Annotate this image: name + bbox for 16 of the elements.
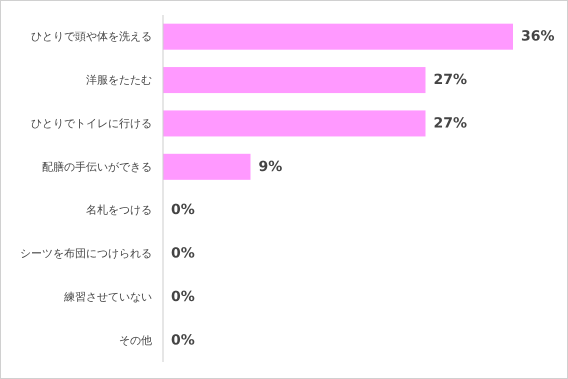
- y-tick-label: ひとりで頭や体を洗える: [31, 30, 152, 44]
- data-label: 36%: [521, 28, 555, 45]
- data-label: 0%: [171, 332, 195, 348]
- y-tick-label: シーツを布団につけられる: [20, 247, 152, 260]
- y-tick-label: 配膳の手伝いができる: [42, 160, 152, 174]
- y-tick-label: その他: [119, 334, 152, 347]
- data-label: 9%: [258, 158, 282, 175]
- data-label: 27%: [434, 115, 468, 132]
- y-tick-label: ひとりでトイレに行ける: [31, 116, 152, 130]
- data-label: 0%: [171, 202, 195, 218]
- data-label: 27%: [434, 72, 468, 88]
- y-tick-label: 名札をつける: [86, 204, 152, 217]
- data-label: 0%: [171, 246, 195, 262]
- y-tick-label: 洋服をたたむ: [86, 74, 152, 87]
- y-tick-label: 練習させていない: [63, 290, 152, 304]
- data-label: 0%: [171, 288, 195, 305]
